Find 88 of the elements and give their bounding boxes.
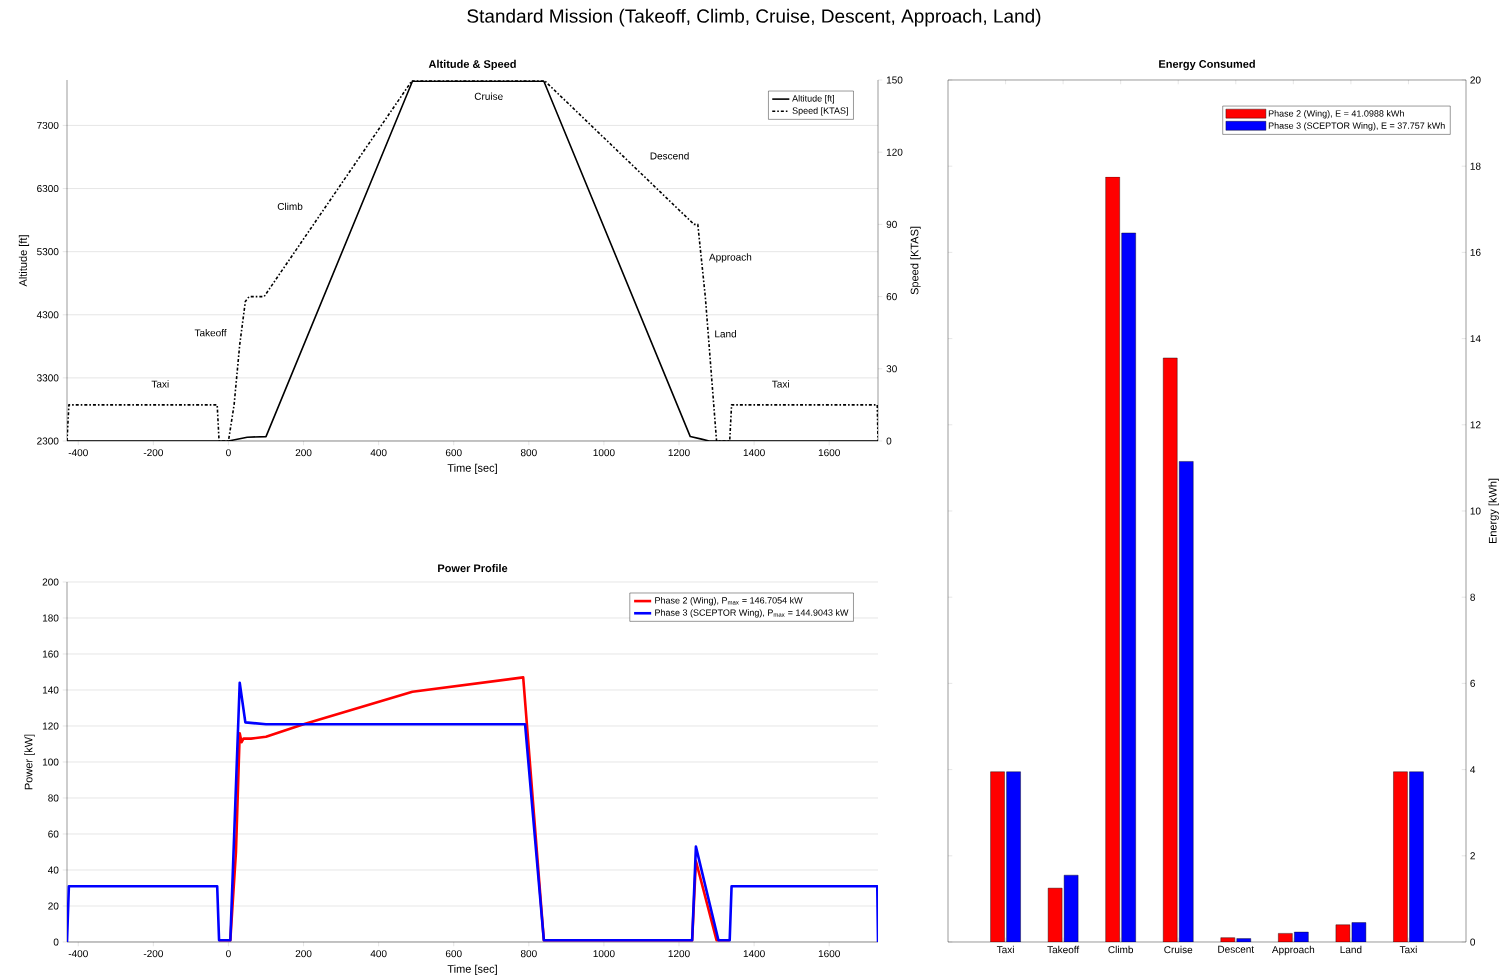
y-tick-label: 20 xyxy=(1470,76,1481,84)
x-tick-label: 1600 xyxy=(818,950,840,958)
y-tick-label: 3300 xyxy=(37,374,59,382)
legend-label: Phase 2 (Wing), P$_{max}$ = 146.7054 kW xyxy=(655,596,803,606)
text: Standard Mission (Takeoff, Climb, Cruise, Descent, Approach, Land) xyxy=(467,8,1041,27)
y-tick-label: 140 xyxy=(42,686,59,694)
legend-label: Phase 2 (Wing), E = 41.0988 kWh xyxy=(1268,110,1404,119)
y-tick-label: 200 xyxy=(42,578,59,586)
y2-tick-label: 30 xyxy=(886,365,897,373)
chart-title: Power Profile xyxy=(438,564,508,573)
x-tick-label: 1200 xyxy=(668,449,690,457)
annotation: Taxi xyxy=(772,380,789,388)
legend-label: Altitude [ft] xyxy=(792,95,834,104)
x-tick-label: 1600 xyxy=(818,449,840,457)
y-tick-label: 12 xyxy=(1470,421,1481,429)
x-tick-label: 200 xyxy=(295,950,312,958)
y-tick-label: 6 xyxy=(1470,679,1476,687)
y-tick-label: 20 xyxy=(48,902,59,910)
y-tick-label: 2300 xyxy=(37,437,59,445)
x-tick-label: 800 xyxy=(520,950,537,958)
annotation: Climb xyxy=(277,202,303,211)
x-tick-label: Approach xyxy=(1271,945,1315,956)
x-tick-label: 1200 xyxy=(668,950,690,958)
y-tick-label: 2 xyxy=(1470,852,1475,860)
x-tick-label: Taxi xyxy=(996,945,1014,954)
x-tick-label: Taxi xyxy=(1399,945,1417,954)
y-tick-label: 160 xyxy=(42,650,59,658)
x-tick-label: -200 xyxy=(143,950,163,958)
x-tick-label: 1400 xyxy=(743,950,765,958)
x-tick-label: 600 xyxy=(445,950,462,958)
y-tick-label: 8 xyxy=(1470,593,1476,601)
y-axis-title: Altitude [ft] xyxy=(18,235,30,287)
annotation: Descend xyxy=(650,152,689,160)
annotation: Taxi xyxy=(151,380,169,388)
y-tick-label: 18 xyxy=(1470,162,1481,170)
x-tick-label: 600 xyxy=(445,449,462,457)
y2-tick-label: 60 xyxy=(886,293,897,301)
y2-axis-title: Speed [KTAS] xyxy=(910,226,921,295)
legend-label: Speed [KTAS] xyxy=(792,107,848,116)
x-tick-label: Takeoff xyxy=(1047,945,1080,954)
x-axis-title: Time [sec] xyxy=(447,964,497,975)
y2-tick-label: 150 xyxy=(886,76,903,84)
x-tick-label: -400 xyxy=(68,449,88,457)
chart-title: Altitude & Speed xyxy=(428,59,516,71)
y2-tick-label: 90 xyxy=(886,220,897,228)
x-tick-label: 0 xyxy=(226,449,231,457)
y-tick-label: 7300 xyxy=(37,121,59,129)
x-tick-label: 0 xyxy=(226,950,231,958)
y2-tick-label: 120 xyxy=(886,148,903,156)
x-tick-label: Land xyxy=(1340,945,1362,954)
y-tick-label: 0 xyxy=(1470,938,1476,946)
y2-tick-label: 0 xyxy=(886,437,892,445)
y-tick-label: 6300 xyxy=(37,185,59,193)
annotation: Approach xyxy=(709,253,752,263)
annotation: Land xyxy=(715,330,737,338)
annotation: Cruise xyxy=(474,92,503,100)
y-tick-label: 80 xyxy=(48,794,59,802)
annotation: Takeoff xyxy=(194,329,227,337)
y-tick-label: 4300 xyxy=(36,311,59,319)
x-tick-label: 1000 xyxy=(593,449,615,457)
legend-label: Phase 3 (SCEPTOR Wing), E = 37.757 kWh xyxy=(1268,122,1445,131)
y-tick-label: 60 xyxy=(48,830,59,838)
x-tick-label: 800 xyxy=(520,449,537,457)
y-axis-title: Power [kW] xyxy=(24,734,35,790)
y-tick-label: 180 xyxy=(42,614,59,622)
y-tick-label: 4 xyxy=(1470,766,1476,774)
x-tick-label: 400 xyxy=(370,950,387,958)
x-tick-label: Cruise xyxy=(1164,945,1193,954)
legend-label: Phase 3 (SCEPTOR Wing), P$_{max}$ = 144.9043 kW xyxy=(655,609,849,618)
y-tick-label: 16 xyxy=(1470,248,1481,256)
x-axis-title: Time [sec] xyxy=(447,463,497,474)
y-axis-title: Energy [kWh] xyxy=(1488,478,1499,544)
chart-title: Energy Consumed xyxy=(1159,59,1255,71)
x-tick-label: 400 xyxy=(370,449,387,457)
y-tick-label: 10 xyxy=(1470,507,1481,515)
x-tick-label: 1000 xyxy=(593,950,615,958)
y-tick-label: 0 xyxy=(53,938,59,946)
y-tick-label: 14 xyxy=(1470,335,1481,343)
x-tick-label: -400 xyxy=(68,950,88,958)
y-tick-label: 5300 xyxy=(37,248,59,256)
y-tick-label: 100 xyxy=(42,758,59,766)
x-tick-label: Descent xyxy=(1218,945,1255,953)
x-tick-label: 200 xyxy=(295,449,312,457)
x-tick-label: 1400 xyxy=(743,449,765,457)
y-tick-label: 40 xyxy=(47,866,59,874)
y-tick-label: 120 xyxy=(42,722,59,730)
x-tick-label: Climb xyxy=(1108,945,1134,954)
x-tick-label: -200 xyxy=(143,449,163,457)
